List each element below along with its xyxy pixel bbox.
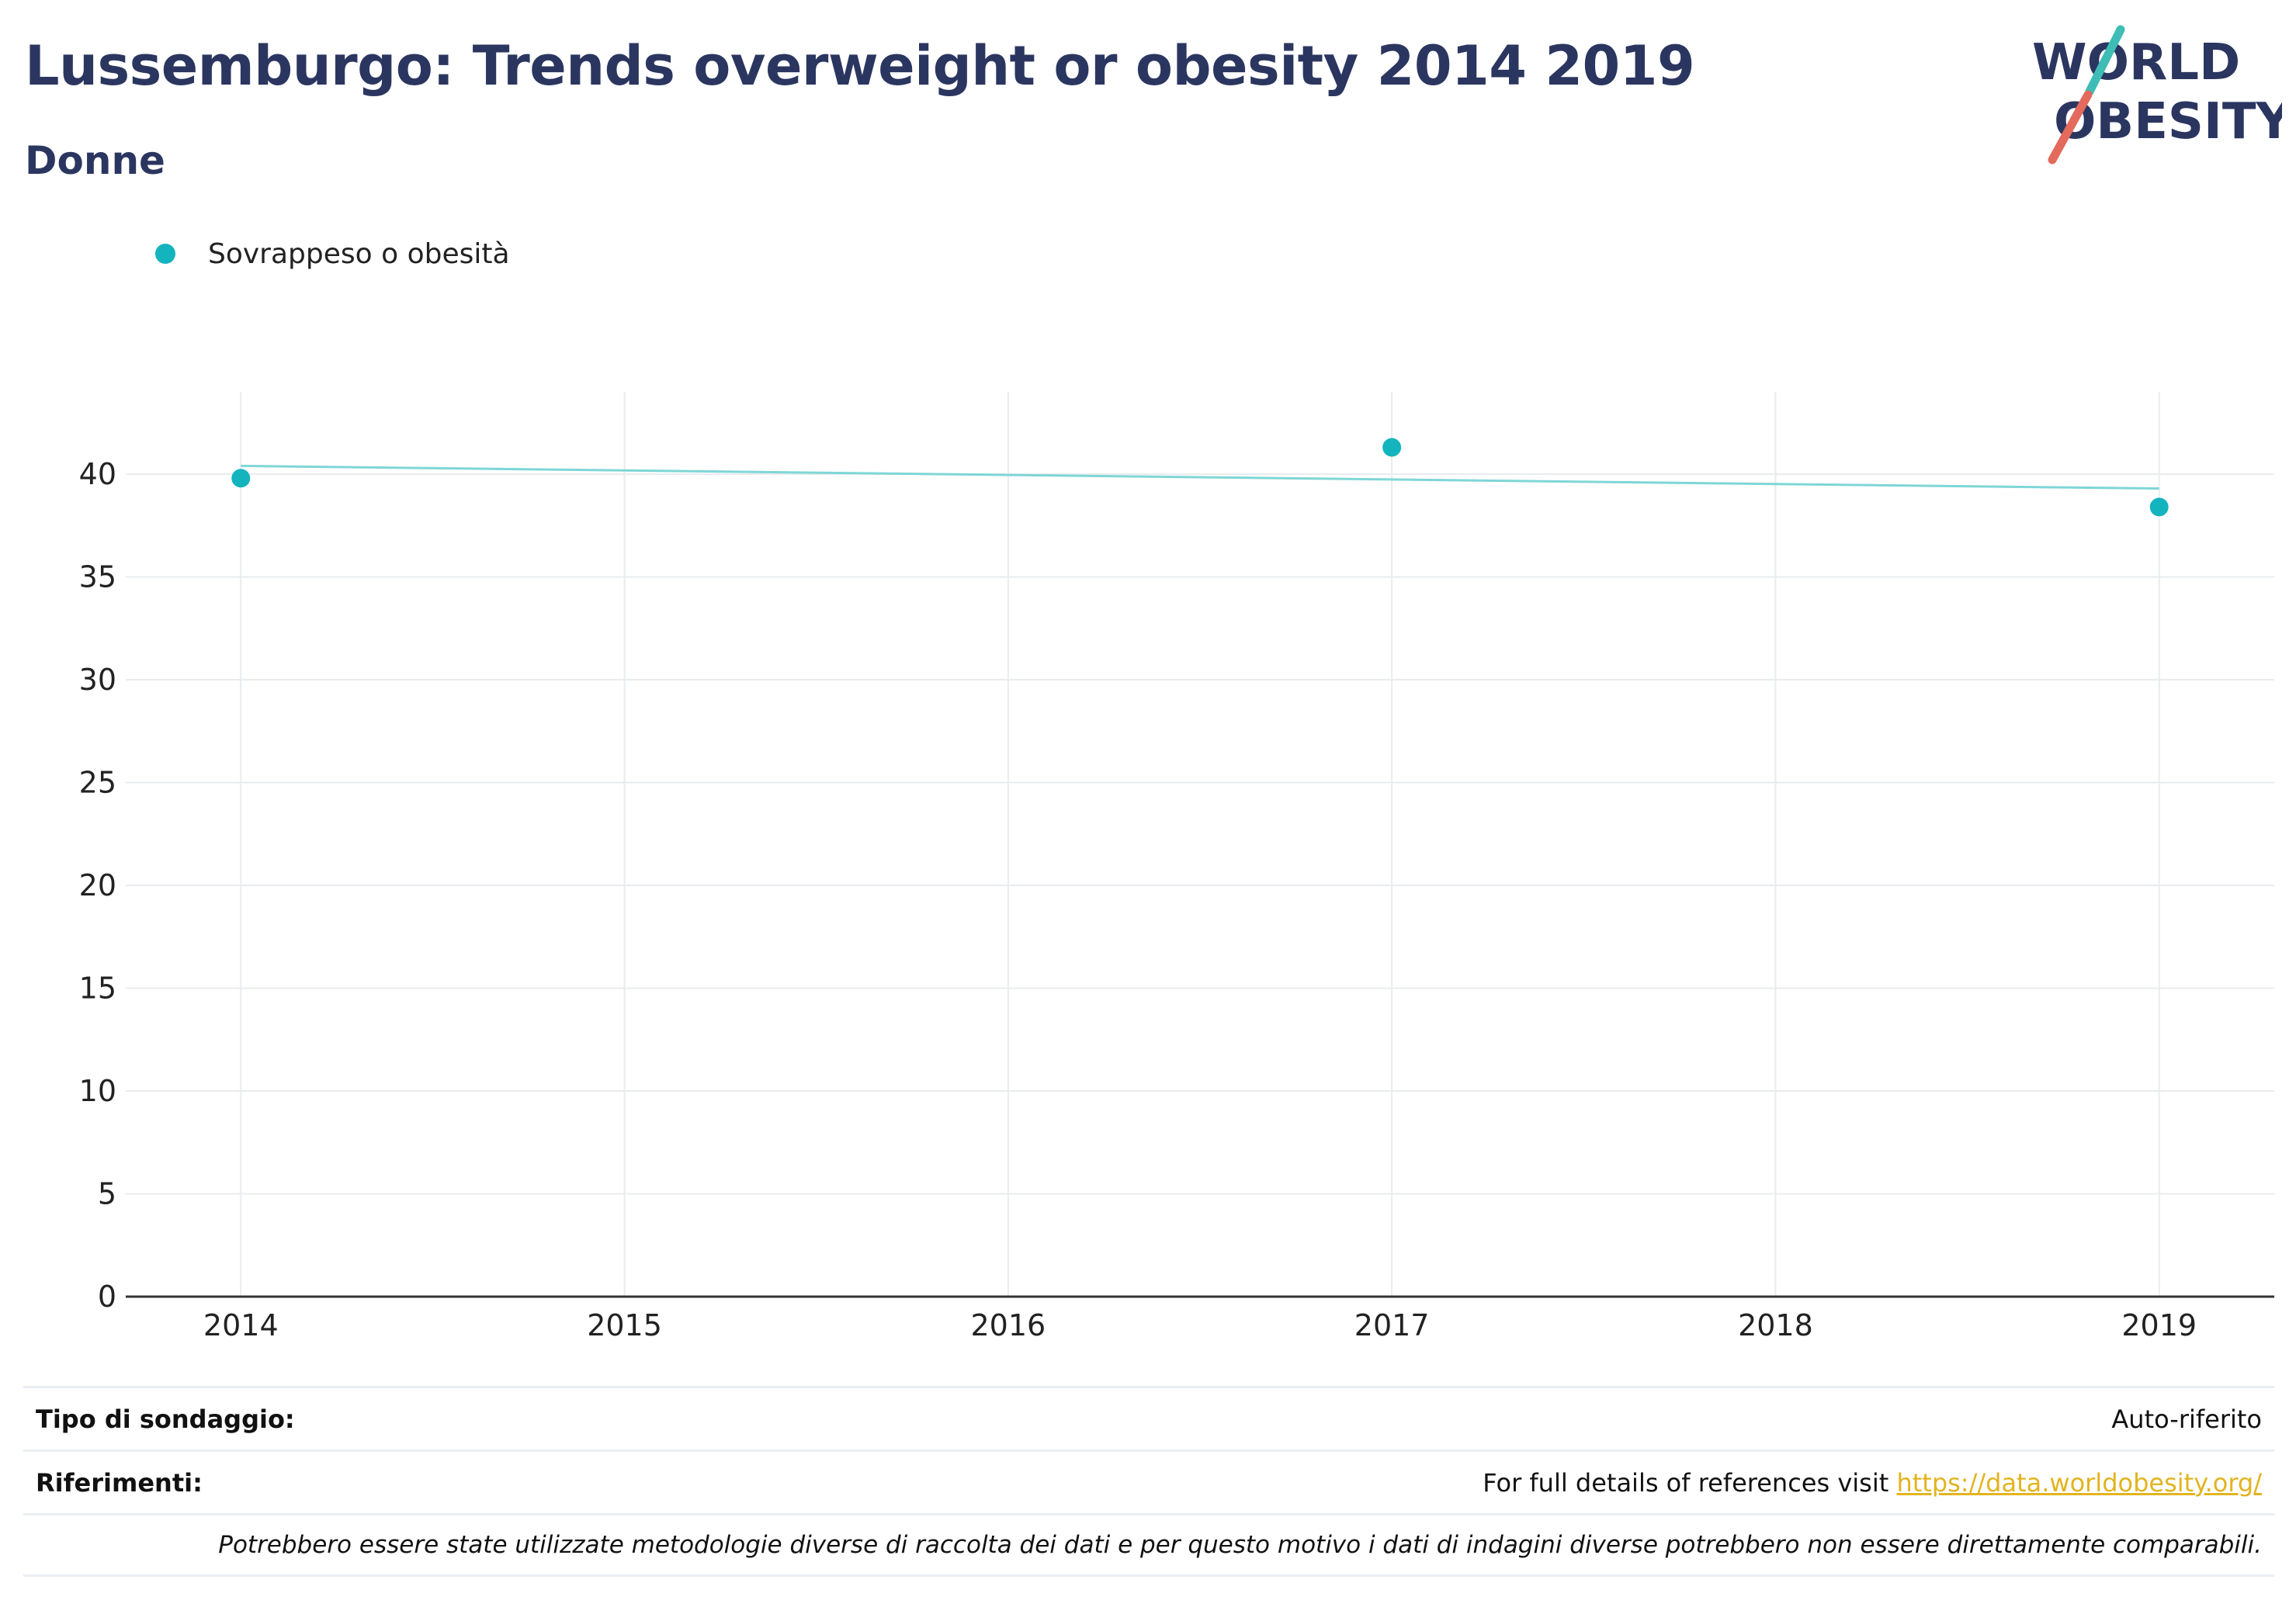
data-point [231,469,251,488]
references-label: Riferimenti: [36,1467,203,1498]
chart-legend: Sovrappeso o obesità [155,234,510,273]
footer-table: Tipo di sondaggio: Auto-riferito Riferim… [23,1386,2274,1577]
page-title: Lussemburgo: Trends overweight or obesit… [25,34,1695,98]
y-tick-label: 0 [98,1280,116,1314]
logo-line-2: OBESITY [2054,93,2282,151]
y-tick-label: 25 [79,766,116,800]
data-point [2149,497,2169,517]
x-tick-label: 2017 [1354,1308,1430,1342]
logo-line-1: WORLD [2032,34,2240,92]
x-tick-label: 2015 [587,1308,662,1342]
logo-slash-top [2085,25,2125,96]
references-value: For full details of references visit htt… [1483,1468,2262,1498]
x-tick-label: 2019 [2121,1308,2197,1342]
footer-row-note: Potrebbero essere state utilizzate metod… [23,1513,2274,1577]
logo-slash-bottom [2048,90,2093,165]
survey-type-value: Auto-riferito [2111,1404,2262,1434]
y-tick-label: 5 [98,1177,116,1211]
y-tick-label: 30 [79,663,116,697]
x-tick-label: 2016 [970,1308,1046,1342]
page-subtitle: Donne [25,138,165,183]
legend-label: Sovrappeso o obesità [208,237,510,270]
references-text: For full details of references visit [1483,1467,1897,1498]
x-tick-label: 2014 [203,1308,279,1342]
legend-marker [155,244,175,264]
survey-type-label: Tipo di sondaggio: [36,1404,295,1434]
methodology-note: Potrebbero essere state utilizzate metod… [218,1531,2262,1559]
world-obesity-logo: WORLD OBESITY [2032,25,2282,165]
y-tick-label: 20 [79,868,116,902]
footer-row-references: Riferimenti: For full details of referen… [23,1450,2274,1513]
footer-row-survey: Tipo di sondaggio: Auto-riferito [23,1386,2274,1450]
trend-line [241,464,2159,490]
data-point [1382,438,1402,457]
y-tick-label: 15 [79,972,116,1006]
references-link[interactable]: https://data.worldobesity.org/ [1896,1467,2262,1498]
y-tick-label: 35 [79,560,116,594]
x-tick-label: 2018 [1738,1308,1813,1342]
y-tick-label: 10 [79,1074,116,1108]
y-tick-label: 40 [79,457,116,491]
chart-area: 0 5 10 15 20 25 30 35 40 2014 2015 2016 2017 2018 2019 [79,392,2274,1342]
